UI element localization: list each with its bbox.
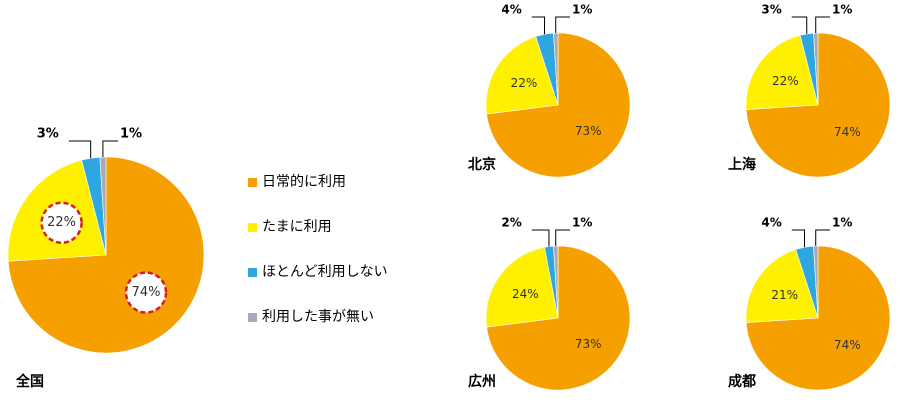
data-label: 3%: [37, 127, 59, 142]
legend-item: たまに利用: [248, 218, 408, 237]
legend-swatch: [248, 313, 257, 322]
leader-line: [102, 140, 118, 158]
data-label: 73%: [575, 337, 602, 351]
data-label: 22%: [47, 215, 76, 230]
chart-title: 上海: [728, 156, 756, 173]
pie-slice: [813, 32, 819, 106]
leader-line: [531, 16, 546, 35]
data-label: 73%: [575, 124, 602, 138]
data-label: 1%: [572, 216, 592, 230]
leader-line: [555, 229, 570, 247]
leader-line: [531, 229, 550, 247]
data-label: 22%: [511, 76, 538, 90]
data-label: 1%: [120, 127, 142, 142]
pie-slice: [485, 36, 559, 115]
pie-slice: [485, 246, 559, 328]
legend-swatch: [248, 268, 257, 277]
data-label: 74%: [834, 125, 861, 139]
pie-slice: [745, 249, 819, 323]
legend-label: 利用した事が無い: [262, 309, 374, 325]
legend-item: 利用した事が無い: [248, 308, 408, 327]
data-label: 1%: [572, 3, 592, 17]
data-label: 1%: [832, 216, 852, 230]
data-label: 3%: [761, 3, 781, 17]
data-label: 74%: [834, 338, 861, 352]
data-label: 2%: [501, 216, 521, 230]
pie-slice: [745, 34, 819, 110]
leader-line: [791, 229, 806, 248]
chart-title: 北京: [468, 156, 496, 173]
data-label: 4%: [761, 216, 781, 230]
leader-line: [791, 16, 808, 34]
data-label: 1%: [832, 3, 852, 17]
legend-item: ほとんど利用しない: [248, 263, 408, 282]
leader-line: [815, 229, 830, 247]
data-label: 4%: [501, 3, 521, 17]
chart-title: 全国: [15, 373, 44, 390]
pie-slice: [553, 32, 559, 106]
legend-swatch: [248, 178, 257, 187]
leader-line: [815, 16, 830, 34]
leader-line: [68, 140, 92, 159]
legend-item: 日常的に利用: [248, 173, 408, 192]
legend-label: ほとんど利用しない: [262, 264, 388, 280]
data-label: 74%: [132, 285, 161, 300]
highlight-circle: [124, 271, 168, 314]
chart-title: 広州: [468, 373, 496, 390]
highlight-circle: [40, 201, 83, 244]
data-label: 24%: [512, 287, 539, 301]
legend-label: 日常的に利用: [262, 174, 346, 190]
chart-title: 成都: [728, 373, 756, 390]
data-label: 22%: [772, 74, 799, 88]
legend-swatch: [248, 223, 257, 232]
legend-label: たまに利用: [262, 219, 332, 235]
data-label: 21%: [771, 288, 798, 302]
leader-line: [555, 16, 570, 34]
